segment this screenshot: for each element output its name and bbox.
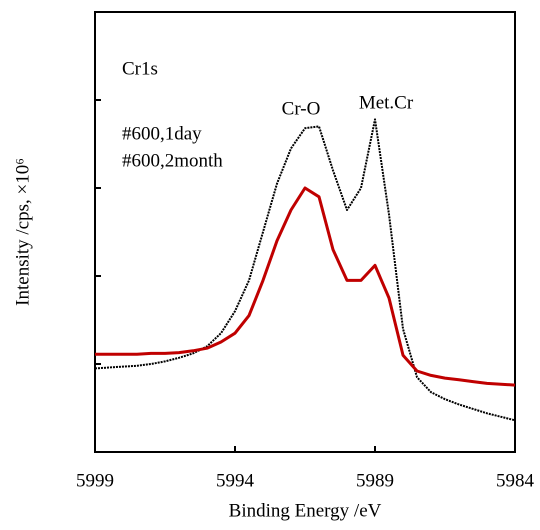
- legend-label: #600,2month: [122, 150, 223, 171]
- x-tick-label: 5989: [356, 470, 394, 491]
- series-line: [95, 186, 516, 387]
- series-line: [94, 118, 516, 422]
- plot-frame: [94, 11, 516, 453]
- annotation: Met.Cr: [359, 92, 414, 113]
- x-tick-label: 5984: [496, 470, 535, 491]
- legend-label: #600,1day: [122, 123, 202, 144]
- x-tick-label: 5994: [216, 470, 255, 491]
- y-axis-label: Intensity /cps, ×10⁶: [12, 158, 33, 306]
- annotation: Cr-O: [282, 98, 321, 119]
- x-axis-label: Binding Energy /eV: [229, 500, 382, 521]
- x-tick-label: 5999: [76, 470, 114, 491]
- annotation: Cr1s: [122, 58, 158, 79]
